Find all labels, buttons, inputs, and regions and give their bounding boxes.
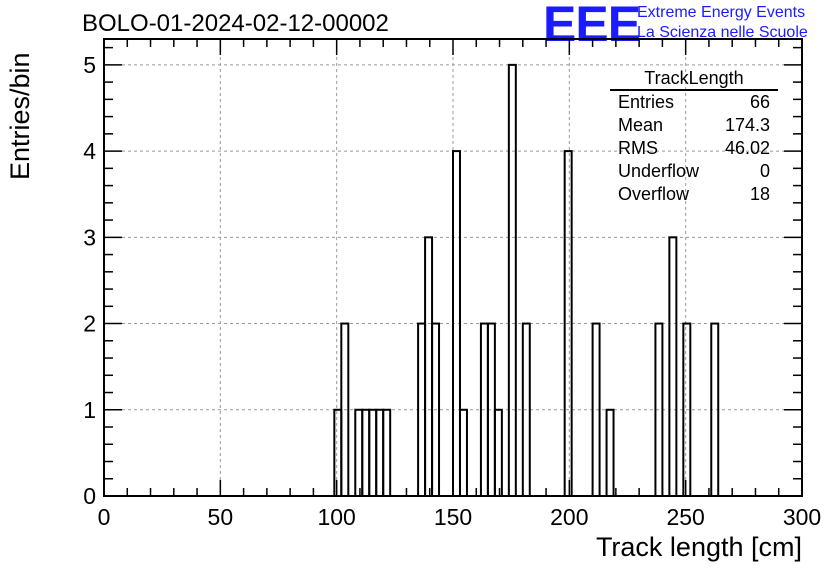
x-tick-label: 300	[783, 504, 821, 530]
stats-row-entries: Entries 66	[610, 91, 778, 114]
histogram-bar	[382, 408, 392, 498]
stats-label: Overflow	[618, 184, 690, 204]
histogram-bar	[605, 408, 615, 498]
histogram-bar	[424, 236, 434, 498]
org-line-1: Extreme Energy Events	[637, 4, 806, 21]
x-tick-label: 150	[434, 504, 472, 530]
histogram-bar	[493, 408, 503, 498]
tick-labels: 0 50 100 150 200 250 300 0 1 2 3 4 5	[83, 52, 821, 530]
y-tick-label: 1	[83, 397, 96, 423]
organization-name: Extreme Energy Events La Scienza nelle S…	[637, 3, 808, 43]
histogram-bar	[458, 408, 468, 498]
y-tick-label: 0	[83, 483, 96, 509]
stats-value: 46.02	[724, 138, 770, 158]
x-tick-label: 100	[317, 504, 355, 530]
x-axis-label: Track length [cm]	[595, 532, 802, 562]
stats-value: 18	[749, 184, 770, 204]
stats-value: 174.3	[724, 115, 770, 135]
y-tick-label: 5	[83, 52, 96, 78]
x-tick-label: 0	[98, 504, 111, 530]
stats-label: Mean	[618, 115, 664, 135]
stats-row-overflow: Overflow 18	[610, 183, 778, 206]
x-tick-label: 50	[208, 504, 234, 530]
histogram-bar	[361, 408, 371, 498]
stats-row-mean: Mean 174.3	[610, 114, 778, 137]
histogram-bar	[333, 408, 343, 498]
histogram-bar	[354, 408, 364, 498]
stats-title: TrackLength	[610, 67, 778, 91]
stats-box: TrackLength Entries 66 Mean 174.3 RMS 46…	[610, 67, 778, 206]
org-line-2: La Scienza nelle Scuole	[637, 24, 808, 41]
y-tick-label: 3	[83, 224, 96, 250]
y-tick-label: 4	[83, 138, 96, 164]
histogram-bar	[668, 236, 678, 498]
x-tick-label: 250	[666, 504, 704, 530]
stats-label: Entries	[618, 92, 675, 112]
stats-value: 0	[759, 161, 770, 181]
x-tick-label: 200	[550, 504, 588, 530]
plot-frame	[103, 38, 803, 497]
stats-label: RMS	[618, 138, 658, 158]
stats-value: 66	[749, 92, 770, 112]
stats-row-rms: RMS 46.02	[610, 137, 778, 160]
histogram-bar	[375, 408, 385, 498]
plot-title: BOLO-01-2024-02-12-00002	[82, 10, 389, 37]
axis-ticks	[103, 39, 803, 497]
histogram-bar	[368, 408, 378, 498]
y-tick-label: 2	[83, 311, 96, 337]
stats-row-underflow: Underflow 0	[610, 160, 778, 183]
stats-label: Underflow	[618, 161, 700, 181]
histogram-bar	[507, 63, 517, 498]
